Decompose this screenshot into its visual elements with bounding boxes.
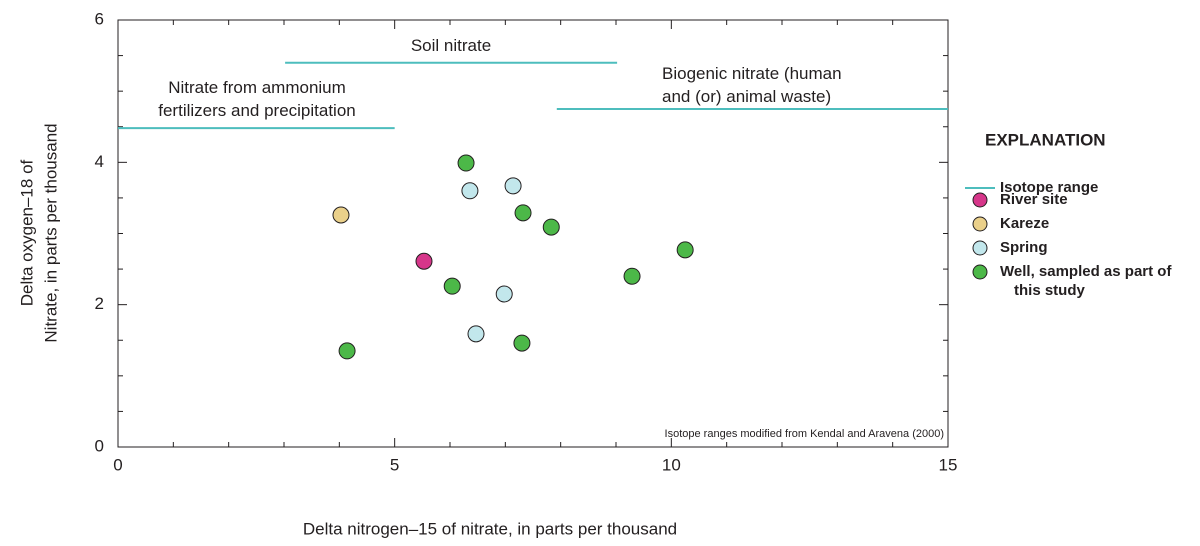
legend-label: Spring bbox=[1000, 239, 1048, 256]
source-note: Isotope ranges modified from Kendal and … bbox=[665, 428, 944, 440]
point bbox=[338, 342, 356, 360]
y-tick-label: 0 bbox=[95, 436, 104, 455]
point bbox=[461, 182, 479, 200]
point bbox=[542, 218, 560, 236]
y-axis-label: Nitrate, in parts per thousand bbox=[41, 123, 60, 342]
legend-swatch bbox=[972, 264, 988, 280]
range-label: Biogenic nitrate (human bbox=[662, 64, 842, 83]
point bbox=[623, 267, 641, 285]
legend-label: Kareze bbox=[1000, 215, 1050, 232]
point bbox=[457, 154, 475, 172]
legend-swatch bbox=[972, 240, 988, 256]
y-axis-label: Delta oxygen–18 of bbox=[17, 159, 36, 306]
legend-title: EXPLANATION bbox=[985, 130, 1106, 149]
legend-label: Well, sampled as part of this study bbox=[1000, 263, 1172, 299]
x-tick-label: 10 bbox=[662, 455, 681, 474]
point bbox=[504, 177, 522, 195]
legend-label: River site bbox=[1000, 191, 1068, 208]
point bbox=[514, 204, 532, 222]
legend-swatch bbox=[972, 216, 988, 232]
range-label: Nitrate from ammonium bbox=[168, 78, 346, 97]
point bbox=[415, 252, 433, 270]
range-label: and (or) animal waste) bbox=[662, 87, 832, 106]
legend-swatch bbox=[972, 192, 988, 208]
y-tick-label: 4 bbox=[95, 152, 104, 171]
x-tick-label: 15 bbox=[939, 455, 958, 474]
point bbox=[332, 206, 350, 224]
point bbox=[467, 325, 485, 343]
range-label: fertilizers and precipitation bbox=[158, 101, 356, 120]
range-label: Soil nitrate bbox=[410, 36, 492, 55]
point bbox=[443, 277, 461, 295]
point bbox=[495, 285, 513, 303]
x-tick-label: 5 bbox=[390, 455, 399, 474]
x-axis-label: Delta nitrogen–15 of nitrate, in parts p… bbox=[303, 519, 677, 538]
point bbox=[676, 241, 694, 259]
legend-label: Isotope range bbox=[1000, 179, 1099, 196]
x-tick-label: 0 bbox=[113, 455, 122, 474]
y-tick-label: 6 bbox=[95, 9, 104, 28]
point bbox=[513, 334, 531, 352]
y-tick-label: 2 bbox=[95, 294, 104, 313]
